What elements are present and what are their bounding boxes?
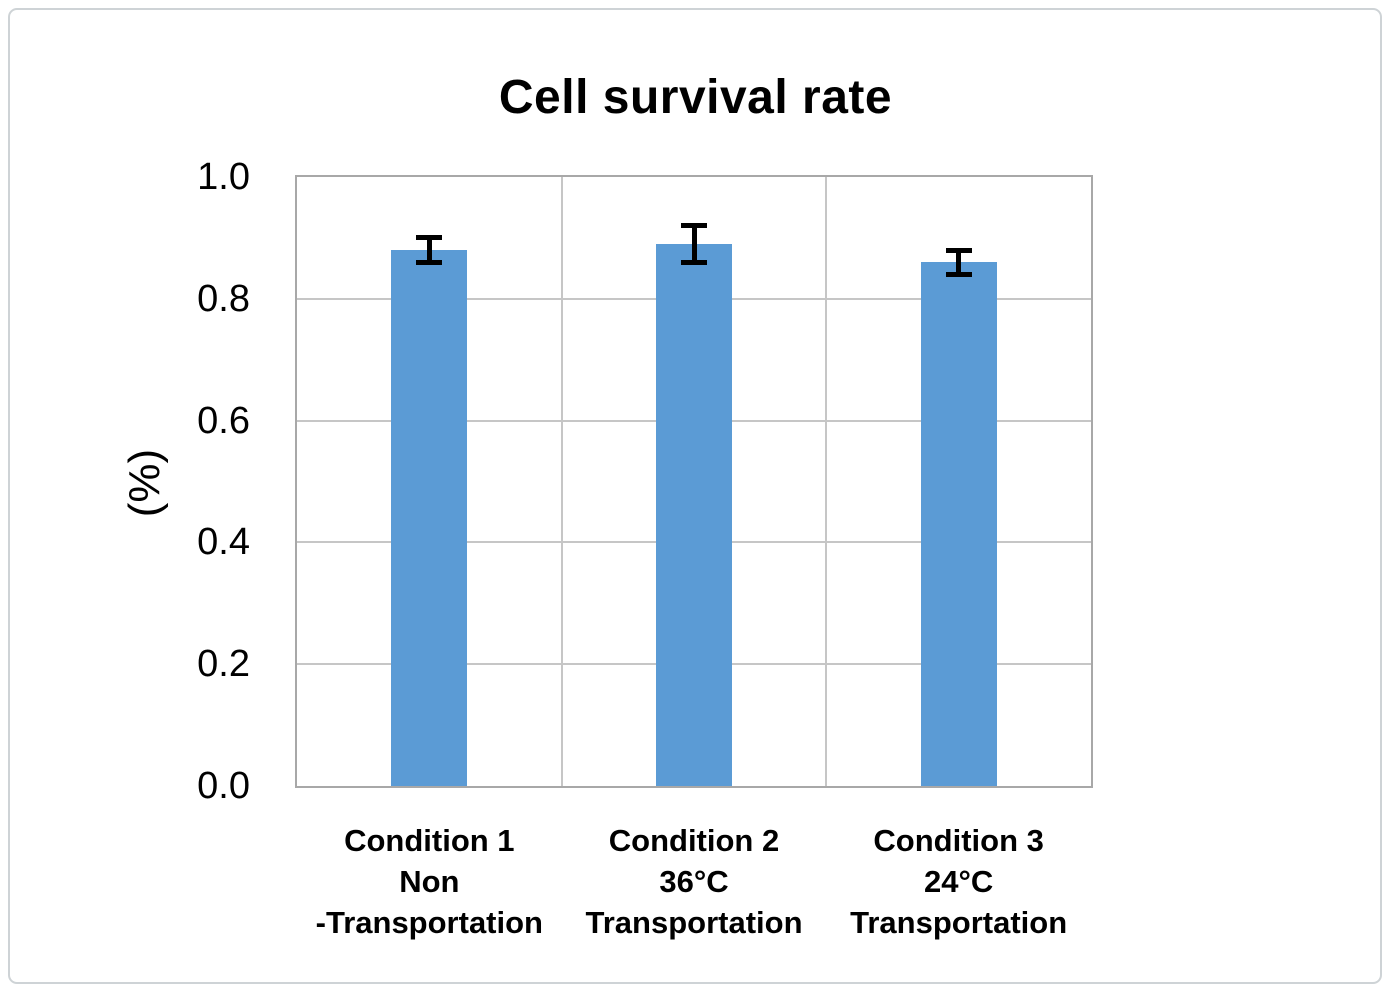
x-category-label: Condition 1 Non -Transportation [269, 820, 589, 943]
error-bar-cap [681, 223, 707, 229]
x-category-label: Condition 3 24°C Transportation [799, 820, 1119, 943]
vertical-gridline [825, 177, 828, 786]
plot-area [295, 175, 1093, 788]
y-tick-label: 0.6 [197, 399, 250, 442]
x-category-label: Condition 2 36°C Transportation [534, 820, 854, 943]
x-category-label-line: Non [399, 864, 460, 899]
error-bar-cap [681, 259, 707, 265]
bar [920, 262, 997, 786]
chart-title: Cell survival rate [498, 71, 893, 124]
x-category-label-line: Transportation [850, 905, 1068, 940]
x-category-label-line: Condition 1 [344, 823, 515, 858]
y-tick-label: 1.0 [197, 156, 250, 198]
y-tick-label: 0.2 [197, 643, 250, 686]
y-axis-title: (%) [120, 448, 169, 518]
vertical-gridline [560, 177, 563, 786]
x-category-label-line: Condition 2 [608, 823, 780, 858]
bar [656, 243, 732, 786]
error-bar-cap [416, 235, 443, 241]
error-bar-line [426, 237, 432, 263]
y-tick-label: 0.8 [197, 277, 250, 320]
error-bar-cap [945, 271, 972, 277]
y-tick-label: 0.0 [197, 765, 250, 807]
error-bar-cap [945, 247, 972, 253]
error-bars-layer [297, 177, 1091, 786]
x-category-label-line: -Transportation [315, 905, 543, 940]
error-bar-cap [416, 259, 443, 265]
x-category-label-line: Condition 3 [873, 823, 1044, 858]
bars-layer [297, 177, 1091, 786]
error-bar-line [956, 250, 962, 275]
y-tick-label: 0.4 [197, 521, 250, 564]
x-category-label-line: 24°C [924, 864, 994, 899]
bar [391, 250, 468, 786]
error-bar-line [691, 225, 697, 263]
x-category-label-line: Transportation [585, 905, 803, 940]
x-category-label-line: 36°C [659, 864, 729, 899]
